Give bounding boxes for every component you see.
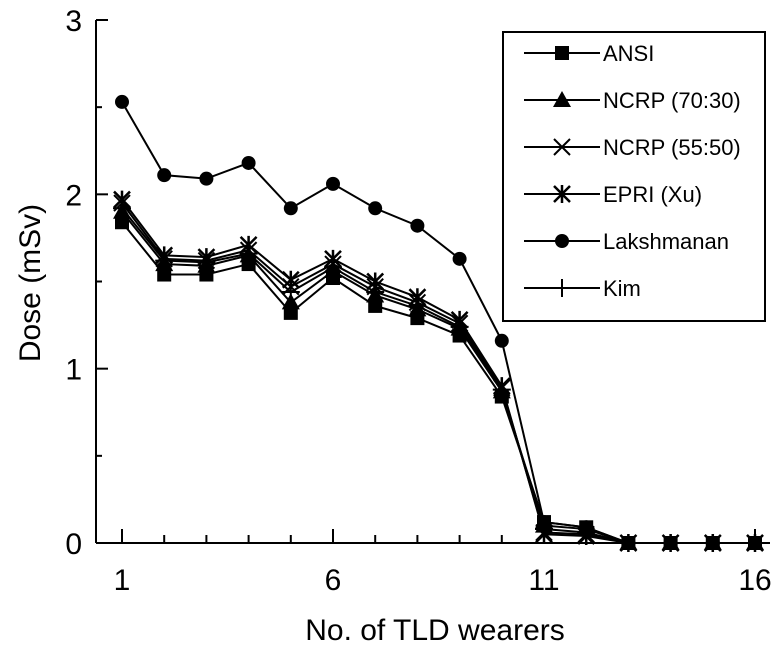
data-point xyxy=(241,155,256,170)
legend-marker xyxy=(553,279,571,297)
data-point xyxy=(410,218,425,233)
y-axis-title: Dose (mSv) xyxy=(14,204,47,362)
series-kim xyxy=(113,199,764,552)
y-tick-label: 2 xyxy=(65,179,82,212)
legend-item: Kim xyxy=(524,276,641,301)
data-point xyxy=(283,201,298,216)
data-point xyxy=(157,168,172,183)
data-point xyxy=(326,176,340,191)
series-layer xyxy=(113,94,764,552)
legend: ANSI NCRP (70:30) NCRP (55:50) EPRI (Xu) Lak… xyxy=(502,31,766,322)
legend-marker xyxy=(553,185,571,203)
y-tick-label: 3 xyxy=(65,5,82,38)
data-point xyxy=(703,534,722,552)
data-point xyxy=(494,333,509,348)
data-point xyxy=(746,534,764,552)
legend-item: EPRI (Xu) xyxy=(524,182,702,207)
legend-marker xyxy=(553,91,571,107)
legend-item: ANSI xyxy=(524,41,654,66)
data-point xyxy=(535,520,553,539)
data-point xyxy=(239,244,258,263)
legend-label: Lakshmanan xyxy=(603,229,729,254)
data-point xyxy=(368,201,383,216)
x-tick-label: 6 xyxy=(325,564,342,597)
legend-label: NCRP (55:50) xyxy=(603,135,741,160)
legend-items: ANSI NCRP (70:30) NCRP (55:50) EPRI (Xu) Lak… xyxy=(524,41,741,301)
data-point xyxy=(450,317,469,336)
legend-label: ANSI xyxy=(603,41,654,66)
data-point xyxy=(281,282,300,301)
series-line xyxy=(121,207,755,544)
legend-marker xyxy=(555,46,569,60)
data-point xyxy=(366,282,385,301)
legend-label: Kim xyxy=(603,276,641,301)
legend-marker xyxy=(553,138,571,156)
legend-item: NCRP (55:50) xyxy=(524,135,741,160)
x-axis-ticks: 1 6 11 16 xyxy=(114,529,772,597)
legend-item: Lakshmanan xyxy=(524,229,729,254)
data-point xyxy=(199,171,214,186)
data-point xyxy=(577,523,596,542)
data-point xyxy=(408,296,427,315)
data-point xyxy=(324,258,342,277)
data-point xyxy=(619,534,638,552)
x-tick-label: 11 xyxy=(528,564,559,597)
data-point xyxy=(155,251,174,270)
legend-label: EPRI (Xu) xyxy=(603,182,702,207)
legend-label: NCRP (70:30) xyxy=(603,88,741,113)
data-point xyxy=(113,199,131,218)
x-axis-title: No. of TLD wearers xyxy=(305,614,565,647)
legend-box xyxy=(502,31,766,322)
y-axis-ticks: 0 1 2 3 xyxy=(65,5,108,561)
data-point xyxy=(115,94,129,109)
legend-item: NCRP (70:30) xyxy=(524,88,741,113)
data-point xyxy=(492,380,511,399)
data-point xyxy=(661,534,680,552)
y-tick-label: 1 xyxy=(65,354,82,387)
data-point xyxy=(452,251,467,266)
y-tick-label: 0 xyxy=(65,528,82,561)
legend-marker xyxy=(555,234,569,248)
data-point xyxy=(197,253,216,272)
x-tick-label: 1 xyxy=(114,564,131,597)
x-tick-label: 16 xyxy=(738,564,771,597)
data-point xyxy=(281,293,300,310)
